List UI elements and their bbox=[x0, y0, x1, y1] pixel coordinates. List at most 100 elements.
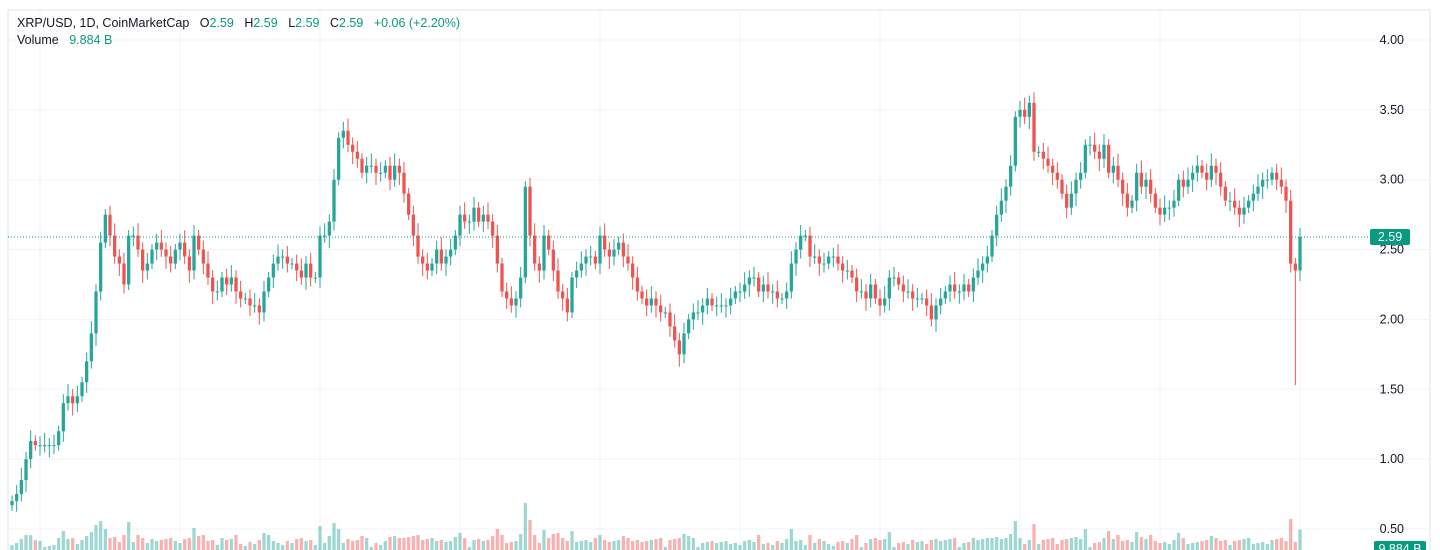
candle-body bbox=[113, 235, 117, 257]
candle-body bbox=[869, 284, 873, 299]
candle-body bbox=[687, 319, 691, 334]
legend-close-label: C bbox=[329, 16, 339, 30]
volume-bar bbox=[1079, 539, 1083, 550]
candle-body bbox=[981, 263, 985, 271]
candle-body bbox=[775, 291, 779, 299]
candle-body bbox=[1004, 186, 1008, 201]
volume-bar bbox=[267, 535, 271, 550]
volume-bar bbox=[10, 545, 14, 550]
legend-symbol[interactable]: XRP/USD, 1D, CoinMarketCap bbox=[17, 16, 190, 30]
candle-body bbox=[206, 263, 210, 278]
candle-body bbox=[668, 312, 672, 327]
candle-body bbox=[122, 263, 126, 285]
candle-body bbox=[929, 305, 933, 320]
volume-label[interactable]: Volume bbox=[17, 33, 59, 47]
candle-body bbox=[192, 235, 196, 271]
legend-low-label: L bbox=[288, 16, 296, 30]
price-axis[interactable]: 0.50 1.00 1.50 2.00 2.50 3.00 3.50 4.00 bbox=[1380, 33, 1404, 536]
candle-body bbox=[887, 277, 891, 299]
candle-body bbox=[169, 256, 173, 264]
volume-bar bbox=[659, 538, 663, 550]
volume-bar bbox=[1013, 521, 1017, 550]
candle-body bbox=[967, 284, 971, 292]
volume-bar bbox=[1004, 538, 1008, 550]
volume-bar bbox=[915, 542, 919, 550]
candle-body bbox=[509, 298, 513, 306]
volume-bar bbox=[486, 540, 490, 550]
candle-body bbox=[607, 249, 611, 257]
volume-bar bbox=[323, 543, 327, 550]
candle-body bbox=[1298, 236, 1302, 271]
volume-bar bbox=[523, 503, 527, 550]
candle-body bbox=[332, 179, 336, 222]
volume-bar bbox=[1191, 543, 1195, 550]
candle-body bbox=[901, 284, 905, 292]
volume-bar bbox=[911, 540, 915, 550]
volume-bar bbox=[136, 535, 140, 550]
candle-body bbox=[724, 305, 728, 307]
volume-bar bbox=[1233, 541, 1237, 550]
volume-bar bbox=[990, 538, 994, 550]
volume-bar bbox=[458, 533, 462, 550]
candle-body bbox=[225, 277, 229, 285]
candle-body bbox=[962, 284, 966, 292]
legend-close-value: 2.59 bbox=[339, 16, 364, 30]
candle-body bbox=[117, 256, 121, 264]
candlestick-series bbox=[10, 92, 1302, 512]
candle-body bbox=[127, 235, 131, 285]
candle-body bbox=[393, 165, 397, 180]
volume-bar bbox=[1214, 538, 1218, 550]
volume-bar bbox=[883, 539, 887, 550]
candle-body bbox=[94, 291, 98, 334]
candle-body bbox=[323, 235, 327, 237]
volume-bar bbox=[225, 540, 229, 550]
candle-body bbox=[1223, 186, 1227, 201]
volume-bar bbox=[43, 547, 47, 550]
volume-bar bbox=[71, 538, 75, 550]
candle-body bbox=[397, 165, 401, 173]
price-axis-tick-label: 0.50 bbox=[1380, 522, 1404, 536]
volume-bar bbox=[388, 537, 392, 550]
candle-body bbox=[80, 382, 84, 397]
volume-bar bbox=[467, 547, 471, 550]
candle-body bbox=[346, 130, 350, 145]
volume-bar bbox=[943, 540, 947, 550]
candle-body bbox=[369, 165, 373, 167]
volume-bar bbox=[1228, 545, 1232, 550]
volume-bar bbox=[481, 541, 485, 550]
volume-bar bbox=[318, 526, 322, 550]
candle-body bbox=[295, 263, 299, 271]
candle-body bbox=[1037, 151, 1041, 153]
candle-body bbox=[444, 256, 448, 264]
candle-body bbox=[155, 242, 159, 250]
volume-bar bbox=[1051, 538, 1055, 550]
candle-body bbox=[1083, 144, 1087, 173]
candle-body bbox=[696, 312, 700, 314]
volume-bar bbox=[682, 534, 686, 550]
volume-bar bbox=[234, 535, 238, 550]
volume-bar bbox=[869, 539, 873, 550]
volume-bar bbox=[859, 547, 863, 550]
volume-legend: Volume 9.884 B bbox=[17, 33, 112, 47]
candle-body bbox=[1200, 165, 1204, 173]
candle-body bbox=[705, 298, 709, 306]
candle-body bbox=[33, 440, 37, 446]
volume-bar bbox=[1200, 541, 1204, 550]
candle-body bbox=[1265, 179, 1269, 181]
volume-bar bbox=[743, 541, 747, 550]
candle-body bbox=[1027, 102, 1031, 117]
candle-body bbox=[239, 291, 243, 299]
candle-body bbox=[267, 277, 271, 292]
volume-bar bbox=[1046, 539, 1050, 550]
candle-body bbox=[1237, 207, 1241, 215]
candle-body bbox=[598, 235, 602, 264]
volume-bar bbox=[939, 541, 943, 550]
volume-bar bbox=[1209, 536, 1213, 550]
price-axis-tick-label: 1.00 bbox=[1380, 452, 1404, 466]
volume-bar bbox=[920, 541, 924, 550]
volume-bar bbox=[612, 541, 616, 550]
volume-bar bbox=[803, 545, 807, 550]
volume-bar bbox=[817, 539, 821, 550]
volume-bar bbox=[1032, 524, 1036, 550]
